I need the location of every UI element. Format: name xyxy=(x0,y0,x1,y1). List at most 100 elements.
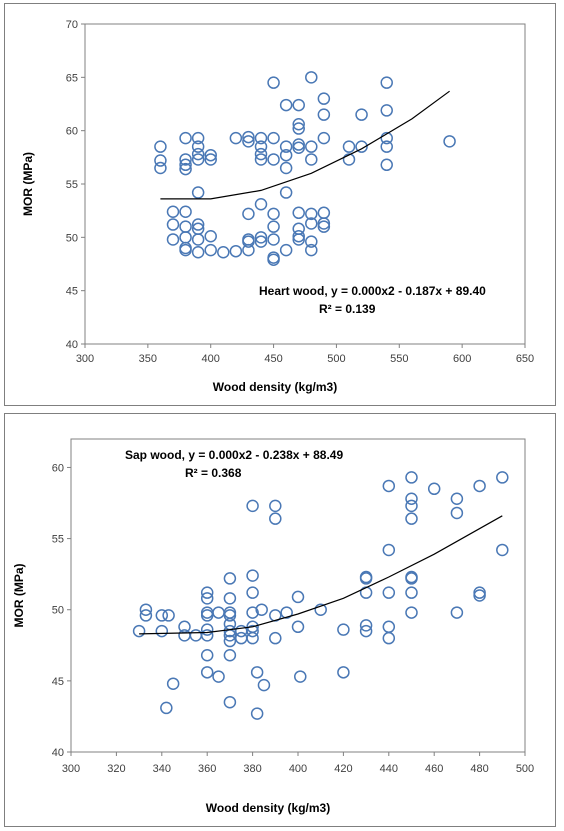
heartwood-data-point xyxy=(229,131,243,145)
heartwood-data-point xyxy=(317,108,331,121)
heartwood-data-point xyxy=(154,154,167,167)
sapwood-data-point xyxy=(200,592,214,605)
sapwood-data-point xyxy=(166,677,180,690)
heartwood-data-point xyxy=(342,153,356,166)
sapwood-data-point xyxy=(382,631,396,645)
heartwood-data-point xyxy=(305,235,318,248)
heartwood-data-point xyxy=(179,205,192,218)
sapwood-data-point xyxy=(139,603,153,616)
heartwood-data-point xyxy=(267,207,280,221)
heartwood-data-point xyxy=(242,130,255,144)
heartwood-y-tick-label: 70 xyxy=(66,19,78,31)
heartwood-x-tick-label: 550 xyxy=(390,353,408,365)
heartwood-data-point xyxy=(217,246,230,259)
heartwood-trendline xyxy=(160,90,450,200)
heartwood-data-point xyxy=(204,148,217,162)
heartwood-data-point xyxy=(267,220,280,233)
sapwood-data-point xyxy=(473,479,486,493)
heartwood-y-tick-label: 40 xyxy=(66,339,78,351)
sapwood-data-point xyxy=(291,620,305,634)
sapwood-data-point xyxy=(405,606,418,619)
sapwood-data-point xyxy=(250,666,264,679)
sapwood-data-point xyxy=(280,606,293,619)
heartwood-data-point xyxy=(204,243,217,257)
heartwood-data-point xyxy=(242,135,255,148)
sapwood-data-point xyxy=(269,512,282,525)
heartwood-data-point xyxy=(380,158,393,172)
sapwood-equation-label: Sap wood, y = 0.000x2 - 0.238x + 88.49 xyxy=(125,448,343,462)
heartwood-data-point xyxy=(204,153,217,166)
heartwood-data-point xyxy=(154,161,167,175)
heartwood-y-tick-label: 60 xyxy=(66,126,78,138)
sapwood-x-tick-label: 360 xyxy=(198,763,216,775)
heartwood-data-point xyxy=(292,206,305,220)
heartwood-data-point xyxy=(355,108,368,121)
sapwood-data-point xyxy=(359,619,373,632)
sapwood-data-point xyxy=(473,589,486,602)
heartwood-data-point xyxy=(229,244,243,258)
sapwood-data-point xyxy=(405,586,418,599)
heartwood-data-point xyxy=(292,122,305,135)
heartwood-data-point xyxy=(305,140,318,153)
heartwood-data-point xyxy=(279,243,293,257)
heartwood-data-point xyxy=(166,205,180,218)
heartwood-y-axis-title: MOR (MPa) xyxy=(21,152,35,216)
sapwood-data-point xyxy=(359,624,373,638)
sapwood-y-axis-title: MOR (MPa) xyxy=(12,564,26,628)
heartwood-data-point xyxy=(254,198,268,211)
sapwood-data-point xyxy=(496,543,509,557)
sapwood-data-point xyxy=(139,609,153,622)
heartwood-x-tick-label: 400 xyxy=(202,353,220,365)
sapwood-y-tick-label: 40 xyxy=(52,747,64,759)
sapwood-data-point xyxy=(359,572,373,585)
heartwood-x-tick-label: 600 xyxy=(453,353,471,365)
sapwood-data-point xyxy=(162,609,175,622)
sapwood-data-point xyxy=(314,603,327,616)
heartwood-x-tick-label: 300 xyxy=(76,353,94,365)
heartwood-data-point xyxy=(254,235,268,248)
heartwood-data-point xyxy=(254,153,268,166)
sapwood-y-tick-label: 60 xyxy=(52,462,64,474)
heartwood-data-point xyxy=(204,230,217,243)
heartwood-x-tick-label: 350 xyxy=(139,353,157,365)
sapwood-data-point xyxy=(246,569,259,582)
sapwood-data-point xyxy=(132,624,146,638)
heartwood-data-point xyxy=(166,233,180,246)
heartwood-data-point xyxy=(279,140,293,153)
sapwood-data-point xyxy=(250,707,264,720)
sapwood-scatter-plot: 300 320 340 360 380 400 420 440 460 480 500 40 45 50 5… xyxy=(12,438,534,815)
sapwood-data-point xyxy=(382,543,396,557)
sapwood-data-point xyxy=(223,609,237,622)
sapwood-data-point xyxy=(405,512,418,525)
heartwood-data-point xyxy=(380,76,393,89)
sapwood-x-tick-label: 440 xyxy=(380,763,398,775)
heartwood-data-point xyxy=(317,217,331,230)
heartwood-data-point xyxy=(292,141,305,154)
sapwood-data-point xyxy=(405,572,418,585)
heartwood-data-point xyxy=(242,235,255,248)
heartwood-data-point xyxy=(154,140,167,153)
sapwood-x-tick-label: 460 xyxy=(425,763,443,775)
heartwood-data-point xyxy=(305,243,318,257)
heartwood-y-tick-label: 65 xyxy=(66,72,78,84)
heartwood-data-point xyxy=(317,220,331,233)
heartwood-data-point xyxy=(191,246,205,259)
sapwood-x-tick-label: 320 xyxy=(107,763,125,775)
sapwood-data-point xyxy=(382,586,396,599)
heartwood-data-point xyxy=(380,140,393,153)
heartwood-data-point xyxy=(179,131,192,145)
sapwood-y-tick-label: 50 xyxy=(52,605,64,617)
sapwood-chart-panel: 300 320 340 360 380 400 420 440 460 480 500 40 45 50 5… xyxy=(4,413,556,827)
heartwood-data-point xyxy=(380,104,393,117)
sapwood-data-point xyxy=(223,572,237,585)
heartwood-scatter-plot: 300 350 400 450 500 550 600 650 40 45 50 55 60 65 70 Wo… xyxy=(21,19,534,394)
heartwood-data-point xyxy=(191,218,205,231)
sapwood-data-point xyxy=(450,506,464,520)
sapwood-data-point xyxy=(246,606,259,619)
heartwood-data-point xyxy=(191,147,205,161)
heartwood-data-point xyxy=(179,243,192,257)
heartwood-plot-area xyxy=(84,23,526,345)
sapwood-x-axis-title: Wood density (kg/m3) xyxy=(206,801,330,815)
heartwood-data-point xyxy=(267,76,280,89)
heartwood-chart-panel: 300 350 400 450 500 550 600 650 40 45 50 55 60 65 70 Wo… xyxy=(4,3,556,406)
